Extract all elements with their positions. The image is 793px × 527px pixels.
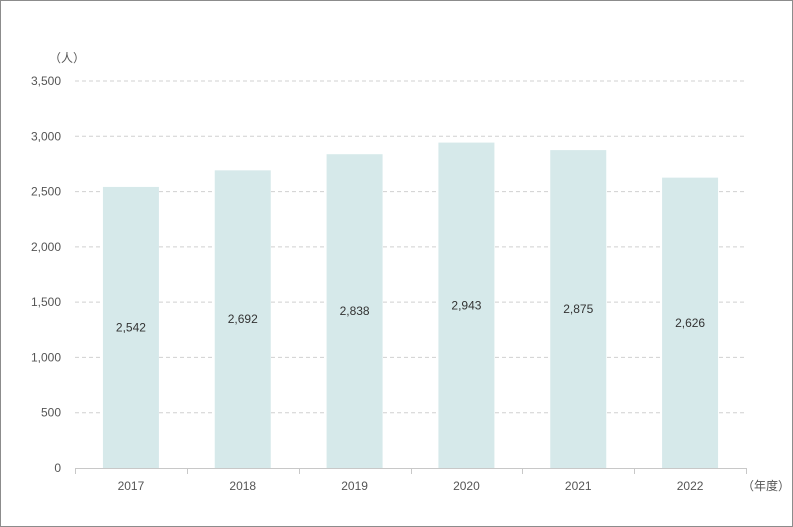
data-label-2022: 2,626	[675, 316, 705, 330]
x-tick-label: 2021	[565, 479, 592, 493]
x-tick-label: 2019	[341, 479, 368, 493]
y-axis-unit: （人）	[49, 51, 85, 65]
gridlines	[75, 80, 746, 414]
bar-2021	[550, 150, 607, 468]
x-tick-label: 2022	[677, 479, 704, 493]
y-tick-label: 3,500	[31, 74, 61, 88]
x-tick-label: 2017	[118, 479, 145, 493]
data-label-2020: 2,943	[451, 298, 481, 312]
bar-2017	[102, 186, 159, 468]
y-tick-label: 0	[54, 461, 61, 475]
y-tick-label: 500	[41, 406, 61, 420]
y-tick-label: 1,000	[31, 350, 61, 364]
y-tick-labels: 0 500 1,000 1,500 2,000 2,500 3,000 3,500	[31, 74, 61, 475]
y-tick-label: 3,000	[31, 129, 61, 143]
bar-2018	[214, 170, 271, 468]
y-tick-label: 1,500	[31, 295, 61, 309]
x-axis-unit: （年度）	[742, 478, 790, 493]
x-tick-label: 2020	[453, 479, 480, 493]
bars	[102, 142, 719, 468]
data-label-2017: 2,542	[116, 320, 146, 334]
data-labels: 2,542 2,692 2,838 2,943 2,875 2,626	[116, 298, 706, 334]
axes	[75, 468, 747, 474]
data-label-2018: 2,692	[228, 312, 258, 326]
bar-2020	[438, 142, 495, 468]
y-tick-label: 2,500	[31, 185, 61, 199]
y-tick-label: 2,000	[31, 240, 61, 254]
bar-2022	[662, 177, 719, 468]
x-tick-label: 2018	[229, 479, 256, 493]
bar-2019	[326, 154, 383, 468]
x-tick-labels: 2017 2018 2019 2020 2021 2022	[118, 479, 704, 493]
data-label-2021: 2,875	[563, 302, 593, 316]
data-label-2019: 2,838	[340, 304, 370, 318]
